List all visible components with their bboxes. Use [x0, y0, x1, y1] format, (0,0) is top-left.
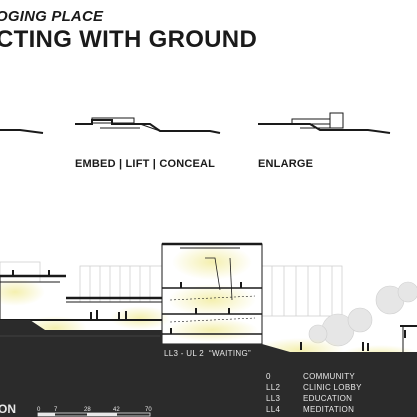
- subtitle-kicker: OGING PLACE: [0, 8, 104, 25]
- legend-row: LL2 CLINIC LOBBY: [266, 383, 416, 394]
- concept-diagram-embed: [75, 117, 221, 134]
- right-pavilion: [400, 325, 417, 352]
- caption-embed-lift-conceal: EMBED | LIFT | CONCEAL: [75, 158, 216, 170]
- legend-name: CLINIC LOBBY: [303, 383, 362, 392]
- legend-level: LL3: [266, 394, 281, 403]
- section-label-ll3-ul2: LL3 - UL 2: [164, 349, 205, 358]
- legend-row: LL4 MEDITATION: [266, 405, 416, 416]
- bottom-left-title: ON: [0, 402, 16, 416]
- level-legend: 0 COMMUNITY LL2 CLINIC LOBBY LL3 EDUCATI…: [266, 372, 416, 416]
- legend-row: LL3 EDUCATION: [266, 394, 416, 405]
- scale-tick-label: 28: [84, 407, 91, 413]
- concept-diagram-1: [0, 129, 44, 134]
- tree-silhouettes: [308, 281, 417, 347]
- legend-level: 0: [266, 372, 271, 381]
- ground-mass: [0, 320, 417, 417]
- legend-row: 0 COMMUNITY: [266, 372, 416, 383]
- concept-diagram-enlarge: [258, 112, 391, 134]
- scale-tick-label: 7: [54, 407, 58, 413]
- legend-name: MEDITATION: [303, 405, 355, 414]
- scale-tick-label: 42: [113, 407, 120, 413]
- scale-tick-label: 70: [145, 407, 152, 413]
- scale-tick-label: 0: [37, 407, 41, 413]
- section-label-waiting: “WAITING”: [209, 349, 251, 358]
- people-figures: [12, 270, 406, 351]
- caption-enlarge: ENLARGE: [258, 158, 314, 170]
- page-title: CTING WITH GROUND: [0, 26, 258, 53]
- legend-name: EDUCATION: [303, 394, 353, 403]
- legend-level: LL2: [266, 383, 281, 392]
- legend-name: COMMUNITY: [303, 372, 356, 381]
- legend-level: LL4: [266, 405, 281, 414]
- scale-bar-graphic: [37, 412, 151, 417]
- central-tower: [161, 242, 263, 345]
